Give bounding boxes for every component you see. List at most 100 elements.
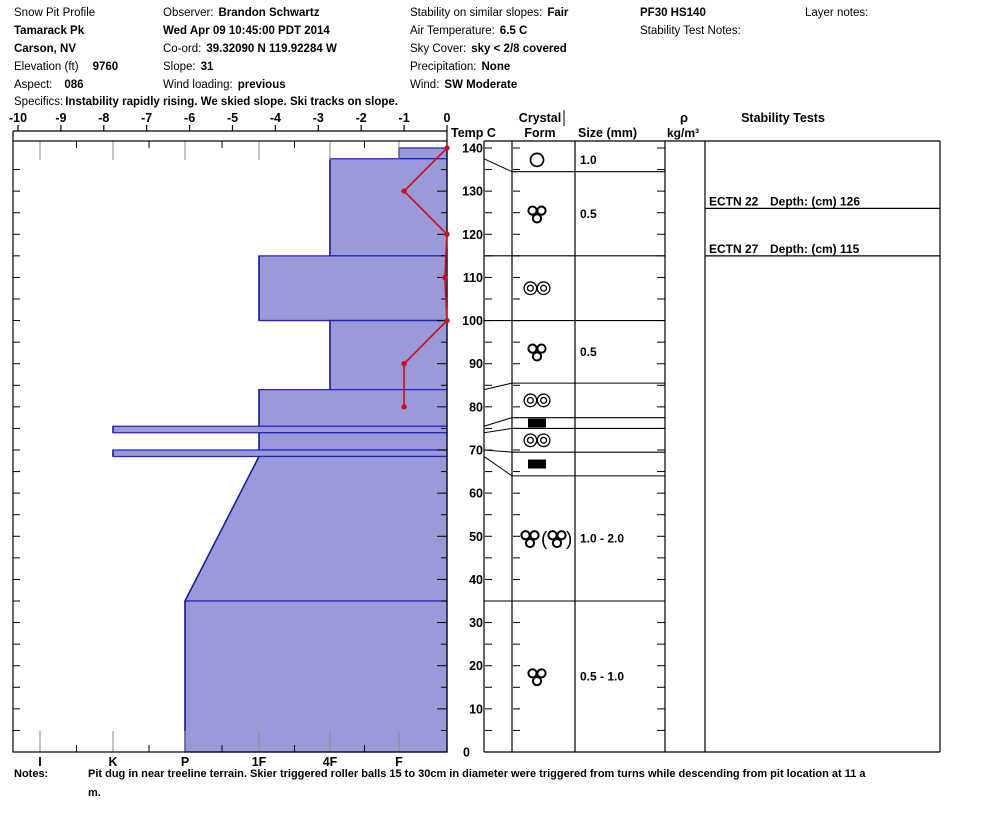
temperature-point [444, 231, 450, 237]
crystal-symbol-cluster-paren: () [520, 529, 572, 550]
hardness-grid-ticks [39, 141, 400, 752]
layer-notes-label: Layer notes: [805, 7, 869, 19]
aspect-label: Aspect: [14, 79, 53, 91]
layer-left-edge [184, 456, 260, 602]
hardness-label: 1F [252, 755, 267, 769]
crystal-symbol-cluster [527, 668, 547, 687]
air-temp-row: Air Temperature: 6.5 C [410, 25, 527, 37]
notes-line1: Pit dug in near treeline terrain. Skier … [88, 768, 866, 780]
layer-fan-connector [483, 456, 513, 477]
crystal-symbol-ice [528, 418, 546, 428]
crystal-symbol-cluster [527, 205, 547, 224]
stability-tests-header: Stability Tests [741, 111, 825, 125]
layer-polygon [184, 600, 448, 753]
slope-row: Slope: 31 [163, 61, 213, 73]
depth-label: 130 [462, 185, 483, 199]
depth-label: 100 [462, 314, 483, 328]
wind-loading-row: Wind loading: previous [163, 79, 286, 91]
temp-tick-label: -8 [98, 111, 109, 125]
crystal-symbols: 1.0 0.5 0.5 () 1.0 - 2.0 0.5 - 1.0 [520, 152, 624, 687]
temp-tick-label: -3 [313, 111, 324, 125]
layer-fan-connector [483, 382, 513, 391]
page-title: Snow Pit Profile [14, 7, 96, 19]
depth-label: 50 [469, 530, 483, 544]
crystal-table [483, 140, 941, 753]
slope-label: Slope: [163, 61, 196, 73]
observer-label: Observer: [163, 7, 214, 19]
stability-test-name: ECTN 27 [709, 242, 759, 256]
layer-fan-connector [483, 158, 513, 173]
layer-polygon [112, 449, 448, 458]
coord-row: Co-ord: 39.32090 N 119.92284 W [163, 43, 337, 55]
snow-layer-bars [112, 147, 448, 753]
depth-label: 90 [469, 357, 483, 371]
aspect-row: Aspect: 086 [14, 79, 84, 91]
grain-size-value: 0.5 [580, 345, 597, 359]
depth-label: 140 [462, 142, 483, 156]
depth-label: 120 [462, 228, 483, 242]
hardness-axis-labels: I K P 1F 4F F [38, 755, 403, 769]
wind-label: Wind: [410, 79, 440, 91]
hardness-label: K [108, 755, 117, 769]
precip-label: Precipitation: [410, 61, 477, 73]
temp-tick-label: -7 [141, 111, 152, 125]
observer-value: Brandon Schwartz [218, 7, 320, 19]
coord-value: 39.32090 N 119.92284 W [206, 43, 337, 55]
elevation-label: Elevation (ft) [14, 61, 79, 73]
specifics-label: Specifics: [14, 96, 64, 108]
crystal-symbol-circle [529, 152, 545, 168]
precip-value: None [481, 61, 511, 73]
grain-size-value: 0.5 - 1.0 [580, 670, 624, 684]
temperature-point [444, 317, 450, 324]
location-name: Tamarack Pk [14, 25, 85, 37]
stability-slopes-value: Fair [547, 7, 569, 19]
crystal-symbol-cluster [527, 343, 547, 362]
depth-label: 80 [469, 400, 483, 414]
stability-test-notes-label: Stability Test Notes: [640, 25, 741, 37]
density-unit-header: kg/m³ [667, 126, 699, 140]
layer-polygon [258, 255, 448, 322]
precip-row: Precipitation: None [410, 61, 510, 73]
temp-tick-label: -4 [270, 111, 281, 125]
temperature-point [401, 404, 407, 410]
depth-label: 110 [463, 271, 483, 285]
stability-slopes-label: Stability on similar slopes: [410, 7, 543, 19]
grain-size-value: 1.0 [580, 153, 597, 167]
wind-value: SW Moderate [444, 79, 518, 91]
layer-fan-connector [483, 427, 513, 434]
grain-size-value: 1.0 - 2.0 [580, 531, 624, 545]
chart-label: ) [566, 529, 572, 550]
location-city: Carson, NV [14, 43, 76, 55]
temp-tick-label: -6 [184, 111, 195, 125]
temp-tick-label: -10 [9, 111, 27, 125]
layer-polygon [329, 319, 448, 391]
depth-label: 40 [469, 573, 483, 587]
slope-value: 31 [200, 61, 214, 73]
layer-polygon [398, 147, 448, 160]
air-temp-value: 6.5 C [499, 25, 528, 37]
hardness-label: I [38, 755, 41, 769]
pit-datetime: Wed Apr 09 10:45:00 PDT 2014 [163, 25, 330, 37]
layer-fan-connector [483, 449, 513, 453]
depth-label: 30 [469, 616, 483, 630]
grain-size-value: 0.5 [580, 207, 597, 221]
layer-polygon [329, 158, 448, 257]
temp-tick-label: -9 [55, 111, 66, 125]
temperature-profile [401, 145, 450, 410]
hardness-label: P [181, 755, 189, 769]
hardness-label: F [395, 755, 403, 769]
wind-row: Wind: SW Moderate [410, 79, 517, 91]
stability-test-name: ECTN 22 [709, 194, 759, 208]
temperature-point [401, 188, 407, 194]
layer-polygon [258, 432, 448, 451]
specifics-row: Specifics: Instability rapidly rising. We… [14, 96, 398, 108]
size-header: Size (mm) [578, 126, 637, 140]
layer-fan-connector [483, 417, 513, 427]
temp-tick-label: 0 [444, 111, 451, 125]
layer-polygon [112, 425, 448, 434]
stability-slopes-row: Stability on similar slopes: Fair [410, 7, 568, 19]
specifics-value: Instability rapidly rising. We skied slo… [65, 96, 398, 108]
